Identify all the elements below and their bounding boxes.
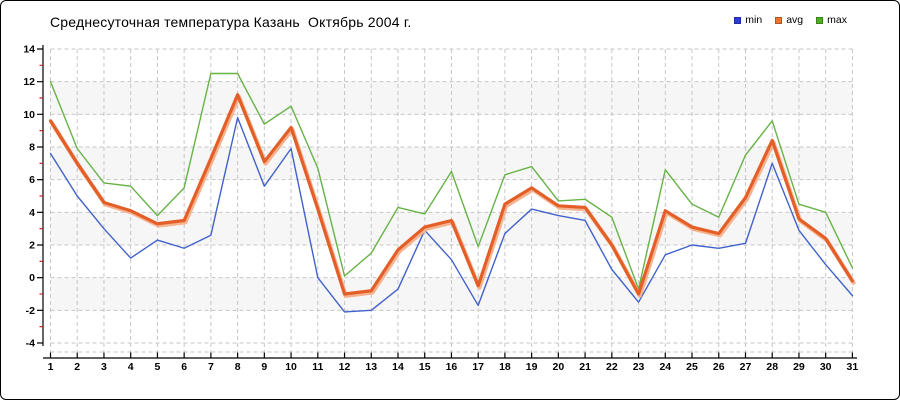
legend-swatch-avg-icon [775,16,783,24]
x-tick-label: 17 [472,361,484,373]
x-tick-label: 6 [181,361,187,373]
series-avg-line [48,93,855,296]
x-tick-label: 31 [847,361,859,373]
x-tick-label: 25 [686,361,698,373]
x-tick-label: 2 [74,361,80,373]
legend-label-max: max [827,14,847,26]
y-tick-label: 0 [29,272,35,284]
legend-swatch-max-icon [816,16,824,24]
x-tick-label: 8 [235,361,241,373]
series-min-line [49,116,854,313]
x-tick-label: 1 [48,361,54,373]
chart-legend: min avg max [734,14,847,26]
x-tick-label: 18 [499,361,511,373]
x-tick-label: 12 [339,361,351,373]
chart-title: Среднесуточная температура Казань Октябр… [50,14,412,30]
x-tick-label: 20 [553,361,565,373]
x-tick-label: 21 [579,361,591,373]
x-tick-label: 19 [526,361,538,373]
x-tick-label: 30 [820,361,832,373]
y-tick-label: 4 [29,207,35,219]
legend-item-min: min [734,14,762,26]
y-tick-label: 12 [23,76,35,88]
x-tick-label: 5 [154,361,160,373]
x-tick-label: 7 [208,361,214,373]
series-avg-shadow [49,94,856,298]
legend-swatch-min-icon [734,16,742,24]
x-tick-label: 24 [659,361,671,373]
x-tick-label: 14 [392,361,404,373]
x-tick-label: 16 [446,361,458,373]
x-tick-label: 13 [365,361,377,373]
y-axis: 14 12 10 8 6 4 2 0 -2 -4 [23,44,44,349]
x-tick-label: 3 [101,361,107,373]
x-tick-label: 29 [793,361,805,373]
legend-label-min: min [745,14,763,26]
grid-lines [50,48,853,353]
x-tick-label: 23 [633,361,645,373]
y-tick-label: 14 [23,44,35,56]
y-tick-label: 10 [23,109,35,121]
legend-item-max: max [816,14,847,26]
y-tick-label: -4 [26,337,35,349]
y-tick-label: 6 [29,174,35,186]
series-max-line [49,72,854,290]
y-tick-label: 2 [29,239,35,251]
x-tick-label: 28 [766,361,778,373]
x-tick-label: 22 [606,361,618,373]
y-tick-label: 8 [29,141,35,153]
legend-label-avg: avg [786,14,804,26]
x-tick-label: 27 [740,361,752,373]
x-tick-label: 9 [261,361,267,373]
x-tick-label: 26 [713,361,725,373]
x-tick-label: 4 [128,361,134,373]
x-axis: 1 2 3 4 5 6 7 8 9 10 11 12 13 14 15 16 17 18 19 20 21 22 23 24 2… [43,352,859,373]
x-tick-label: 11 [312,361,323,373]
y-tick-label: -2 [26,305,35,317]
x-tick-label: 10 [285,361,297,373]
legend-item-avg: avg [775,14,803,26]
x-tick-label: 15 [419,361,431,373]
